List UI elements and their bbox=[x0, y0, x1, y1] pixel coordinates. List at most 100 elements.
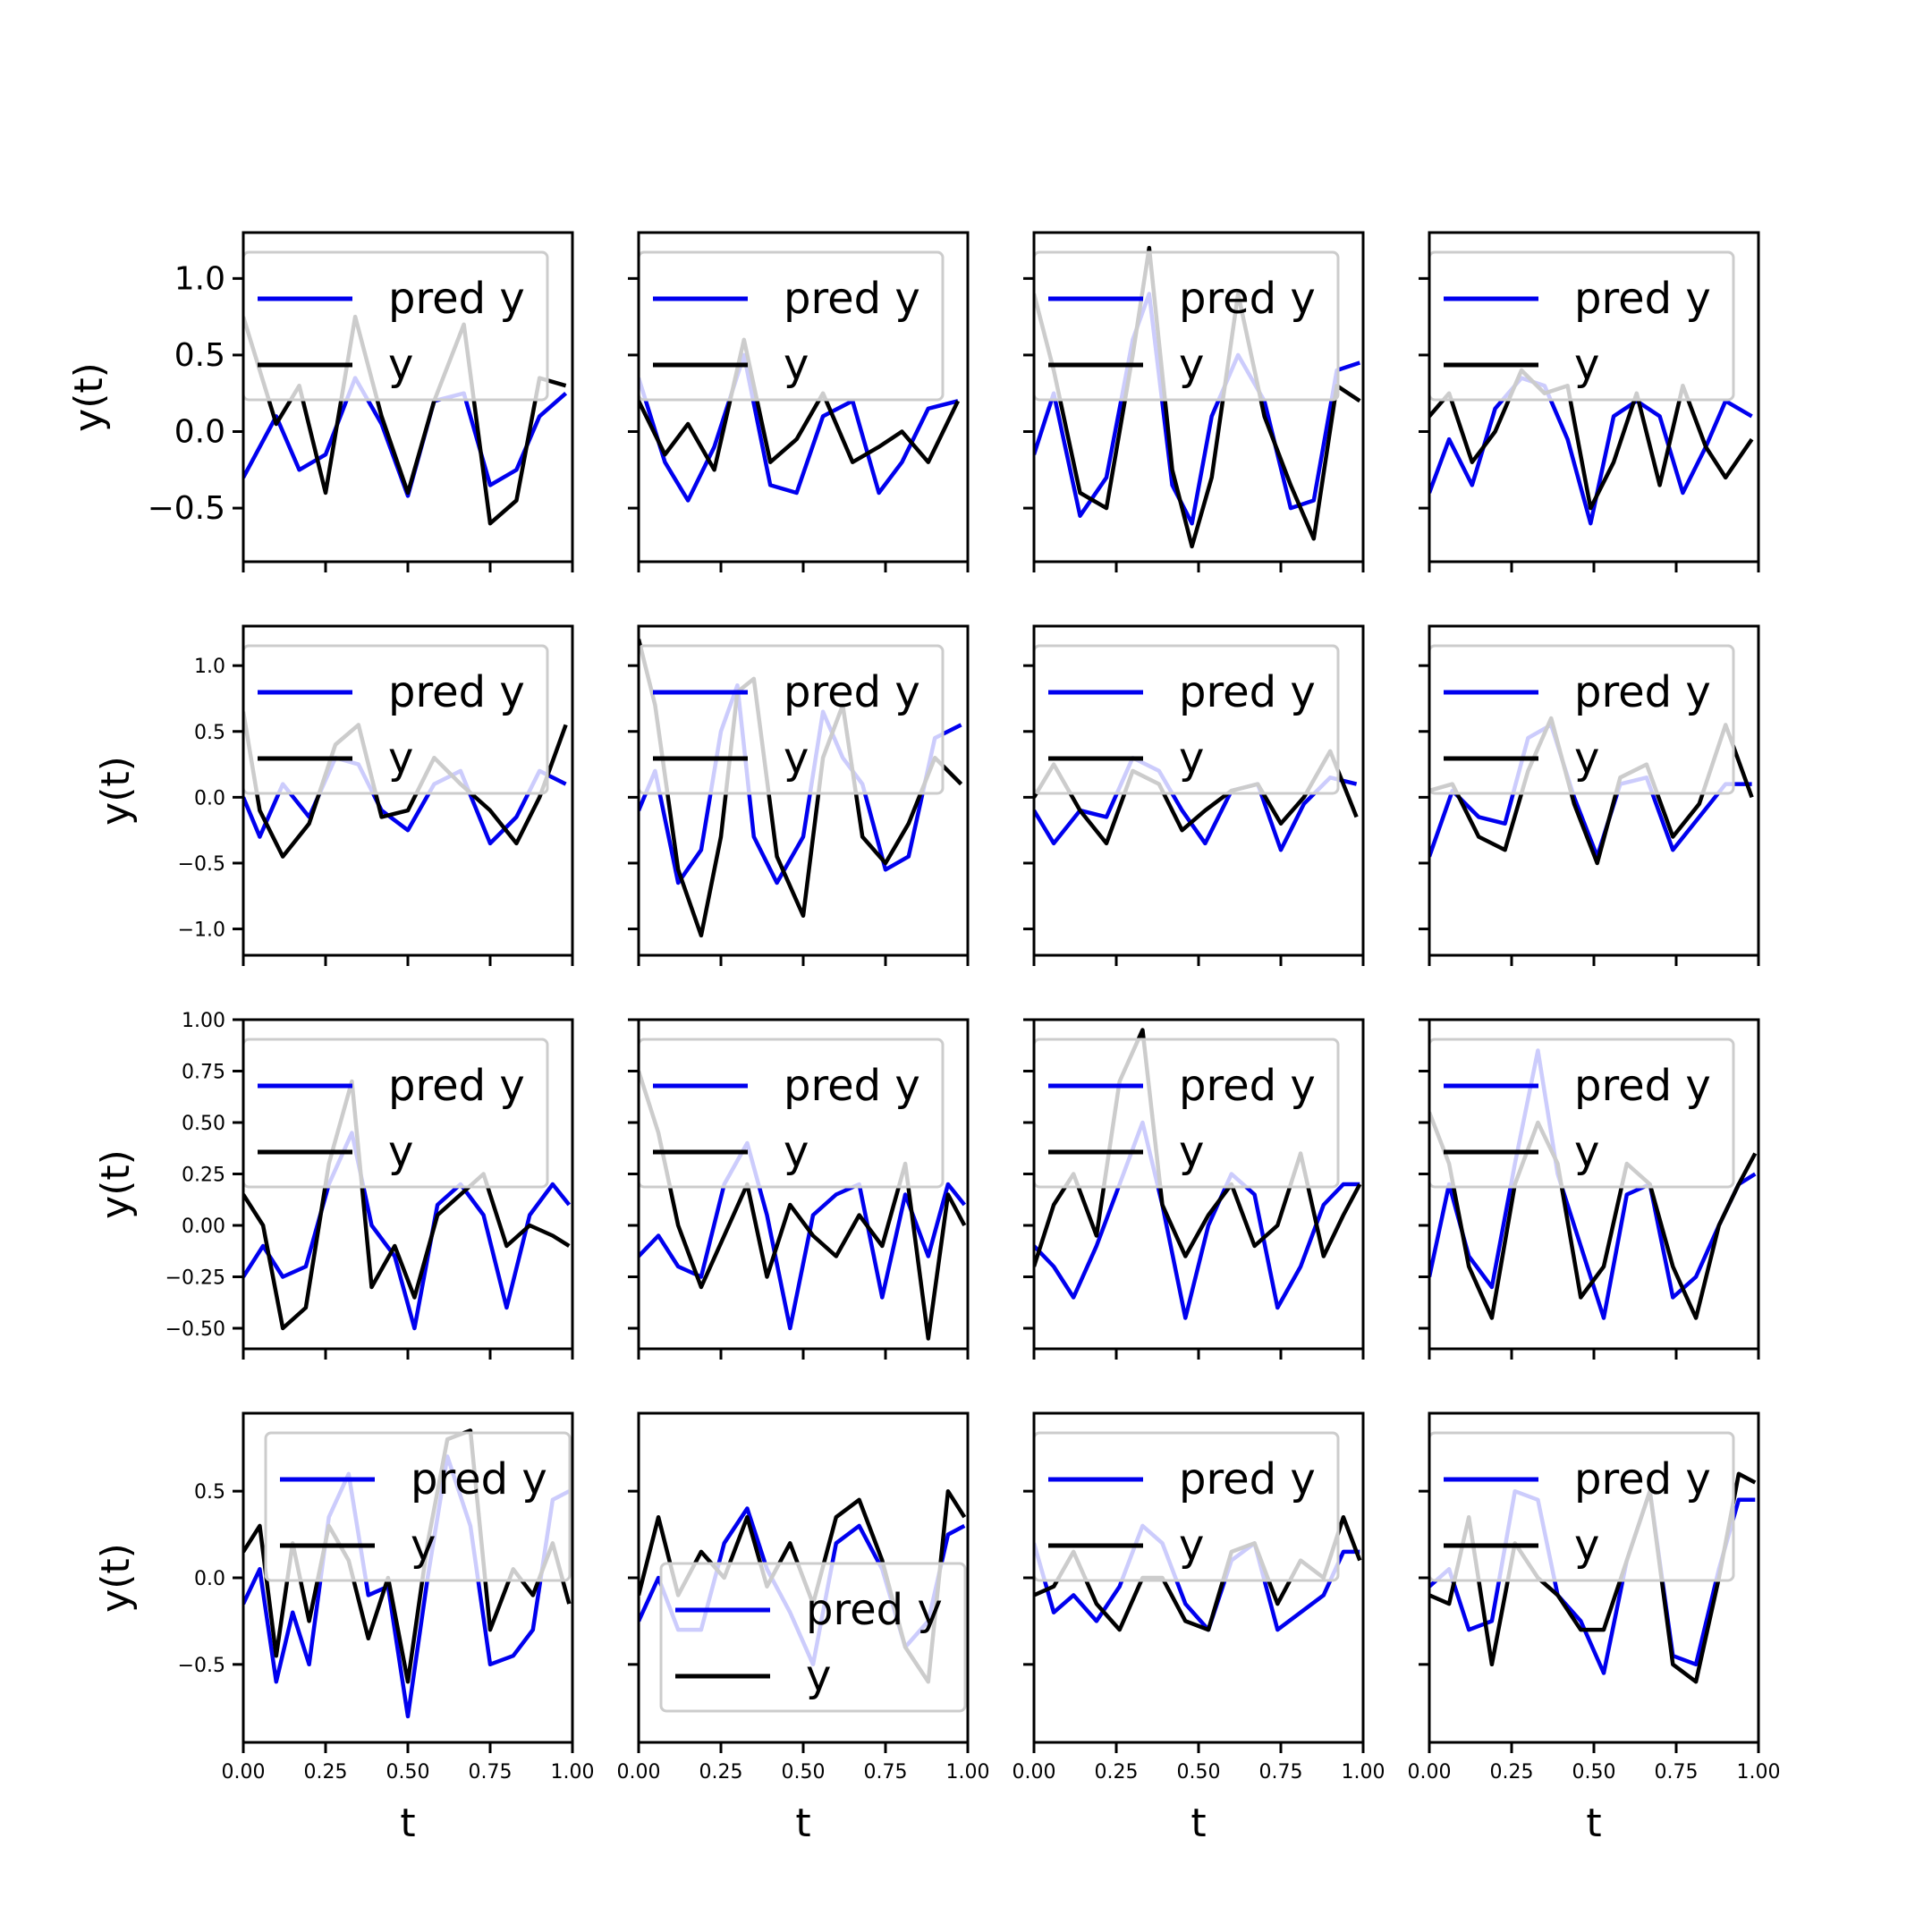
x-tick-label: 0.75 bbox=[469, 1761, 513, 1784]
y-tick-label: −0.25 bbox=[165, 1267, 225, 1290]
series-line-pred-y bbox=[1429, 723, 1752, 859]
series-line-pred-y bbox=[1429, 1488, 1756, 1675]
series-line-pred-y bbox=[243, 1454, 571, 1719]
x-tick-label: 1.00 bbox=[946, 1761, 990, 1784]
x-tick-label: 0.25 bbox=[699, 1761, 743, 1784]
y-tick-label: 0.25 bbox=[182, 1165, 225, 1187]
subplot-r0-c1: pred y y bbox=[628, 231, 970, 572]
legend: pred y y bbox=[637, 250, 945, 402]
y-tick-label: 0.5 bbox=[174, 337, 225, 374]
legend-label: y bbox=[1574, 733, 1599, 784]
x-tick-label: 0.25 bbox=[1095, 1761, 1139, 1784]
x-tick-label: 0.00 bbox=[1408, 1761, 1452, 1784]
legend-label: pred y bbox=[411, 1454, 547, 1504]
series-line-pred-y bbox=[1034, 292, 1361, 526]
x-tick-label: 1.00 bbox=[1737, 1761, 1781, 1784]
legend: pred y y bbox=[264, 1431, 572, 1582]
y-axis-label: y(t) bbox=[93, 1149, 139, 1219]
legend-label: pred y bbox=[784, 667, 920, 717]
series-group bbox=[1034, 749, 1359, 852]
series-line-pred-y bbox=[1034, 1523, 1360, 1632]
y-tick-label: 0.50 bbox=[182, 1113, 225, 1135]
subplot-r2-c0: pred y y −0.50 −0.25 0.00 0.25 0.50 0.75 1.00 y(t… bbox=[93, 1010, 574, 1360]
legend-label: y bbox=[1574, 340, 1599, 390]
subplot-r3-c1: pred y y 0.00 0.25 0.50 0.75 1.00 t bbox=[617, 1411, 990, 1846]
legend-label: pred y bbox=[784, 1061, 920, 1111]
y-tick-label: −0.50 bbox=[165, 1318, 225, 1341]
x-tick-label: 0.00 bbox=[1013, 1761, 1056, 1784]
series-line-y bbox=[1429, 716, 1754, 866]
series-line-pred-y bbox=[639, 352, 959, 503]
y-tick-label: 1.0 bbox=[174, 260, 225, 297]
subplot-r2-c2: pred y y bbox=[1023, 1018, 1365, 1360]
subplot-r0-c3: pred y y bbox=[1419, 231, 1760, 572]
legend: pred y y bbox=[1428, 1038, 1735, 1189]
legend-label: pred y bbox=[388, 667, 525, 717]
y-tick-label: −0.5 bbox=[178, 1655, 225, 1677]
series-group bbox=[1429, 716, 1754, 866]
subplot-r3-c3: pred y y 0.00 0.25 0.50 0.75 1.00 t bbox=[1408, 1411, 1781, 1846]
x-axis-label: t bbox=[795, 1801, 810, 1846]
series-line-y bbox=[639, 337, 961, 472]
y-tick-label: 0.0 bbox=[174, 414, 225, 451]
x-tick-label: 0.50 bbox=[386, 1761, 430, 1784]
legend-label: y bbox=[784, 340, 809, 390]
legend-label: pred y bbox=[1179, 1061, 1316, 1111]
series-group bbox=[1429, 368, 1754, 526]
x-tick-label: 0.00 bbox=[617, 1761, 661, 1784]
legend: pred y y bbox=[1032, 1038, 1340, 1189]
y-tick-label: −0.5 bbox=[148, 490, 225, 527]
legend: pred y y bbox=[1428, 250, 1735, 402]
x-axis-label: t bbox=[1586, 1801, 1601, 1846]
x-tick-label: 0.00 bbox=[222, 1761, 266, 1784]
x-tick-label: 0.75 bbox=[1655, 1761, 1699, 1784]
series-line-y bbox=[639, 639, 963, 938]
series-group bbox=[639, 1070, 967, 1341]
legend: pred y y bbox=[637, 644, 945, 795]
legend: pred y y bbox=[1032, 1431, 1340, 1582]
y-tick-label: 0.5 bbox=[194, 1481, 225, 1504]
legend-label: y bbox=[388, 733, 413, 784]
legend: pred y y bbox=[659, 1562, 967, 1713]
legend-label: y bbox=[1179, 340, 1204, 390]
legend: pred y y bbox=[242, 644, 549, 795]
legend-label: y bbox=[1574, 1127, 1599, 1177]
subplot-r2-c3: pred y y bbox=[1419, 1018, 1760, 1360]
series-line-y bbox=[1429, 368, 1754, 511]
legend-label: pred y bbox=[1179, 274, 1316, 324]
y-axis-label: y(t) bbox=[66, 362, 112, 432]
series-group bbox=[639, 337, 961, 503]
legend-label: pred y bbox=[1574, 1454, 1711, 1504]
x-tick-label: 0.75 bbox=[1259, 1761, 1303, 1784]
subplot-r1-c1: pred y y bbox=[628, 624, 970, 966]
y-tick-label: 1.0 bbox=[194, 656, 225, 678]
legend-label: y bbox=[806, 1651, 831, 1701]
legend: pred y y bbox=[1032, 644, 1340, 795]
x-tick-label: 0.50 bbox=[782, 1761, 826, 1784]
series-group bbox=[1429, 1048, 1758, 1320]
legend-label: y bbox=[1179, 1521, 1204, 1571]
legend: pred y y bbox=[242, 250, 549, 402]
series-line-y bbox=[639, 1070, 967, 1341]
x-tick-label: 1.00 bbox=[1342, 1761, 1385, 1784]
legend-label: pred y bbox=[806, 1585, 943, 1635]
legend-label: y bbox=[1574, 1521, 1599, 1571]
series-line-pred-y bbox=[1034, 755, 1358, 852]
series-group bbox=[639, 639, 963, 938]
x-tick-label: 1.00 bbox=[551, 1761, 595, 1784]
subplot-r2-c1: pred y y bbox=[628, 1018, 970, 1360]
subplot-r1-c3: pred y y bbox=[1419, 624, 1760, 966]
series-line-y bbox=[1429, 1111, 1758, 1320]
y-axis-label: y(t) bbox=[93, 1543, 139, 1613]
subplot-r3-c2: pred y y 0.00 0.25 0.50 0.75 1.00 t bbox=[1013, 1411, 1385, 1846]
y-tick-label: −1.0 bbox=[178, 919, 225, 942]
legend-label: pred y bbox=[1574, 1061, 1711, 1111]
legend: pred y y bbox=[637, 1038, 945, 1189]
series-line-y bbox=[243, 1079, 571, 1331]
subplot-r3-c0: pred y y −0.5 0.0 0.5 0.00 0.25 0.50 0.75 1.00 y(t… bbox=[93, 1411, 595, 1846]
legend-label: pred y bbox=[1574, 667, 1711, 717]
x-axis-label: t bbox=[400, 1801, 415, 1846]
legend: pred y y bbox=[242, 1038, 549, 1189]
series-line-pred-y bbox=[1034, 1120, 1360, 1320]
